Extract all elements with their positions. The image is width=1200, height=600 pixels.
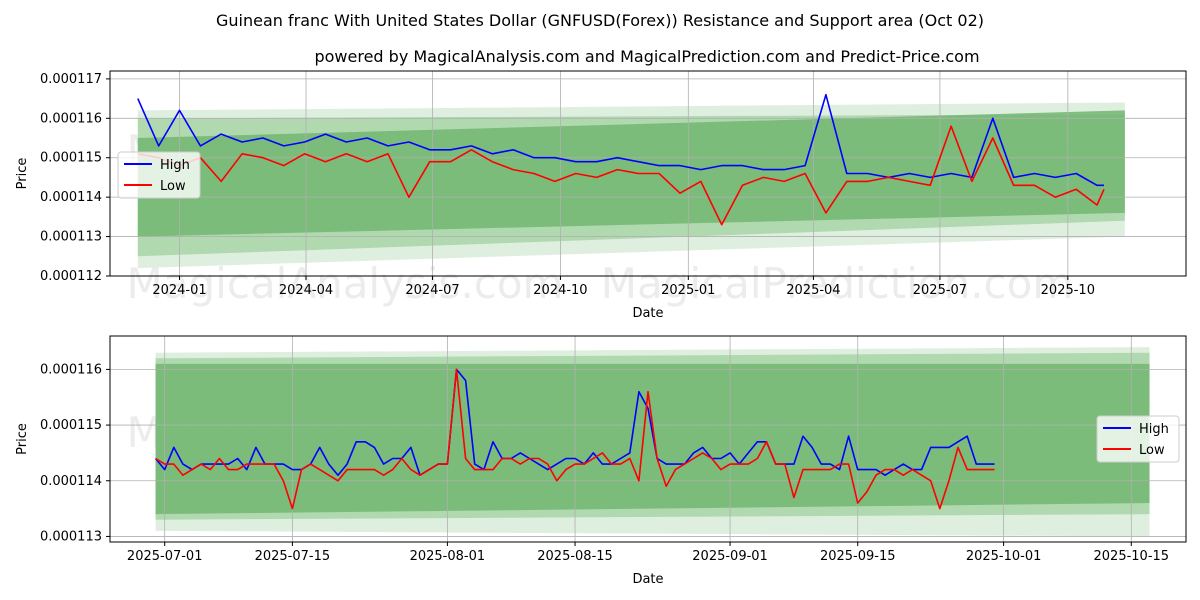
y-tick-label: 0.000116 bbox=[40, 111, 102, 126]
series-line-high bbox=[137, 93, 1104, 187]
legend: High Low bbox=[117, 151, 201, 199]
x-tick-label: 2025-10-15 bbox=[1094, 549, 1170, 564]
y-axis-label: Price bbox=[15, 158, 30, 190]
y-tick-label: 0.000114 bbox=[40, 190, 102, 205]
x-tick-label: 2025-07 bbox=[913, 283, 967, 298]
x-tick-label: 2025-04 bbox=[786, 283, 840, 298]
x-tick-label: 2025-07-15 bbox=[255, 549, 331, 564]
series-line-low bbox=[155, 368, 995, 510]
x-tick-label: 2024-07 bbox=[405, 283, 459, 298]
y-tick-label: 0.000114 bbox=[40, 474, 102, 489]
bottom-chart-panel: MagicalAnalysis.comMagicalPrediction.com… bbox=[15, 335, 1187, 587]
x-tick-label: 2025-08-01 bbox=[410, 549, 486, 564]
chart-title: Guinean franc With United States Dollar … bbox=[216, 11, 984, 30]
x-tick-label: 2025-08-15 bbox=[537, 549, 613, 564]
series-line-high bbox=[154, 368, 995, 476]
x-axis-label: Date bbox=[632, 572, 663, 587]
x-tick-label: 2025-07-01 bbox=[127, 549, 203, 564]
support-resistance-band bbox=[137, 110, 1125, 237]
y-tick-label: 0.000115 bbox=[40, 151, 102, 166]
top-chart-panel: MagicalAnalysis.com MagicalPrediction.com… bbox=[15, 70, 1187, 321]
x-tick-label: 2025-10 bbox=[1041, 283, 1095, 298]
x-tick-label: 2024-01 bbox=[152, 283, 206, 298]
y-tick-label: 0.000113 bbox=[40, 529, 102, 544]
x-tick-label: 2024-04 bbox=[279, 283, 333, 298]
watermark-text: MagicalPrediction.com bbox=[601, 259, 1074, 308]
y-tick-label: 0.000116 bbox=[40, 362, 102, 377]
plot-frame bbox=[109, 335, 1187, 543]
chart-subtitle: powered by MagicalAnalysis.com and Magic… bbox=[314, 47, 979, 66]
x-tick-label: 2025-09-01 bbox=[692, 549, 768, 564]
x-tick-label: 2024-10 bbox=[533, 283, 587, 298]
support-resistance-band bbox=[155, 363, 1150, 515]
y-tick-label: 0.000115 bbox=[40, 418, 102, 433]
x-tick-label: 2025-01 bbox=[661, 283, 715, 298]
legend: High Low bbox=[1096, 415, 1180, 463]
legend-label-low: Low bbox=[1139, 443, 1165, 458]
legend-label-high: High bbox=[1139, 422, 1169, 437]
x-tick-label: 2025-10-01 bbox=[966, 549, 1042, 564]
legend-label-low: Low bbox=[160, 179, 186, 194]
plot-frame bbox=[109, 70, 1187, 277]
watermark-text: MagicalAnalysis.com bbox=[127, 259, 564, 308]
x-axis-label: Date bbox=[632, 306, 663, 321]
y-axis-label: Price bbox=[15, 423, 30, 455]
y-tick-label: 0.000113 bbox=[40, 230, 102, 245]
legend-label-high: High bbox=[160, 158, 190, 173]
series-line-low bbox=[137, 125, 1105, 226]
y-tick-label: 0.000112 bbox=[40, 269, 102, 284]
y-tick-label: 0.000117 bbox=[40, 72, 102, 87]
x-tick-label: 2025-09-15 bbox=[820, 549, 896, 564]
